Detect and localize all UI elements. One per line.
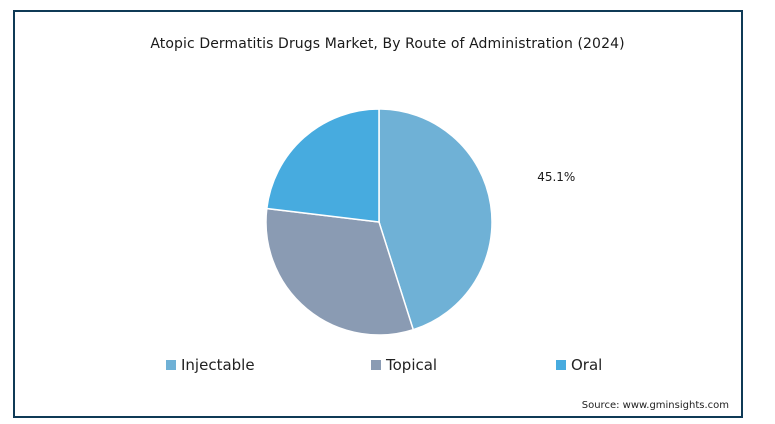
- legend-label-oral: Oral: [571, 356, 603, 374]
- legend-swatch-oral: [556, 360, 566, 370]
- legend-item-injectable: Injectable: [166, 356, 255, 374]
- legend-item-topical: Topical: [371, 356, 437, 374]
- pie-slice-oral: [265, 108, 380, 223]
- chart-legend: Injectable Topical Oral: [0, 356, 775, 376]
- source-note: Source: www.gminsights.com: [581, 400, 729, 411]
- pie-slice-injectable: [378, 108, 493, 331]
- legend-swatch-topical: [371, 360, 381, 370]
- slice-label-injectable: 45.1%: [537, 170, 575, 184]
- legend-swatch-injectable: [166, 360, 176, 370]
- pie-slice-topical: [265, 207, 415, 336]
- legend-item-oral: Oral: [556, 356, 602, 374]
- legend-label-injectable: Injectable: [181, 356, 255, 374]
- chart-title: Atopic Dermatitis Drugs Market, By Route…: [150, 36, 625, 52]
- legend-label-topical: Topical: [386, 356, 438, 374]
